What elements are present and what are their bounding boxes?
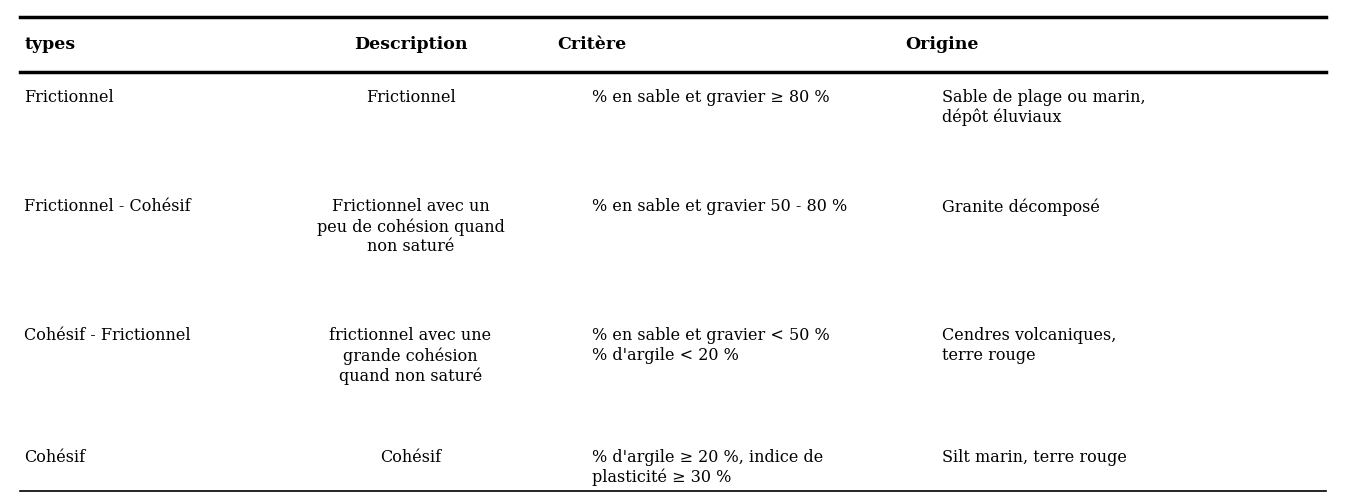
Text: Sable de plage ou marin,
dépôt éluviaux: Sable de plage ou marin, dépôt éluviaux — [942, 89, 1145, 126]
Text: % d'argile ≥ 20 %, indice de
plasticité ≥ 30 %: % d'argile ≥ 20 %, indice de plasticité … — [592, 449, 824, 486]
Text: % en sable et gravier ≥ 80 %: % en sable et gravier ≥ 80 % — [592, 89, 830, 106]
Text: Frictionnel: Frictionnel — [366, 89, 455, 106]
Text: types: types — [24, 36, 75, 53]
Text: Silt marin, terre rouge: Silt marin, terre rouge — [942, 449, 1127, 466]
Text: Cendres volcaniques,
terre rouge: Cendres volcaniques, terre rouge — [942, 327, 1117, 364]
Text: Cohésif: Cohésif — [380, 449, 441, 466]
Text: % en sable et gravier < 50 %
% d'argile < 20 %: % en sable et gravier < 50 % % d'argile … — [592, 327, 830, 364]
Text: Cohésif - Frictionnel: Cohésif - Frictionnel — [24, 327, 191, 344]
Text: % en sable et gravier 50 - 80 %: % en sable et gravier 50 - 80 % — [592, 198, 848, 215]
Text: Frictionnel avec un
peu de cohésion quand
non saturé: Frictionnel avec un peu de cohésion quan… — [316, 198, 505, 255]
Text: frictionnel avec une
grande cohésion
quand non saturé: frictionnel avec une grande cohésion qua… — [330, 327, 491, 385]
Text: Critère: Critère — [557, 36, 627, 53]
Text: Description: Description — [354, 36, 467, 53]
Text: Origine: Origine — [906, 36, 979, 53]
Text: Frictionnel - Cohésif: Frictionnel - Cohésif — [24, 198, 191, 215]
Text: Frictionnel: Frictionnel — [24, 89, 114, 106]
Text: Cohésif: Cohésif — [24, 449, 85, 466]
Text: Granite décomposé: Granite décomposé — [942, 198, 1100, 216]
